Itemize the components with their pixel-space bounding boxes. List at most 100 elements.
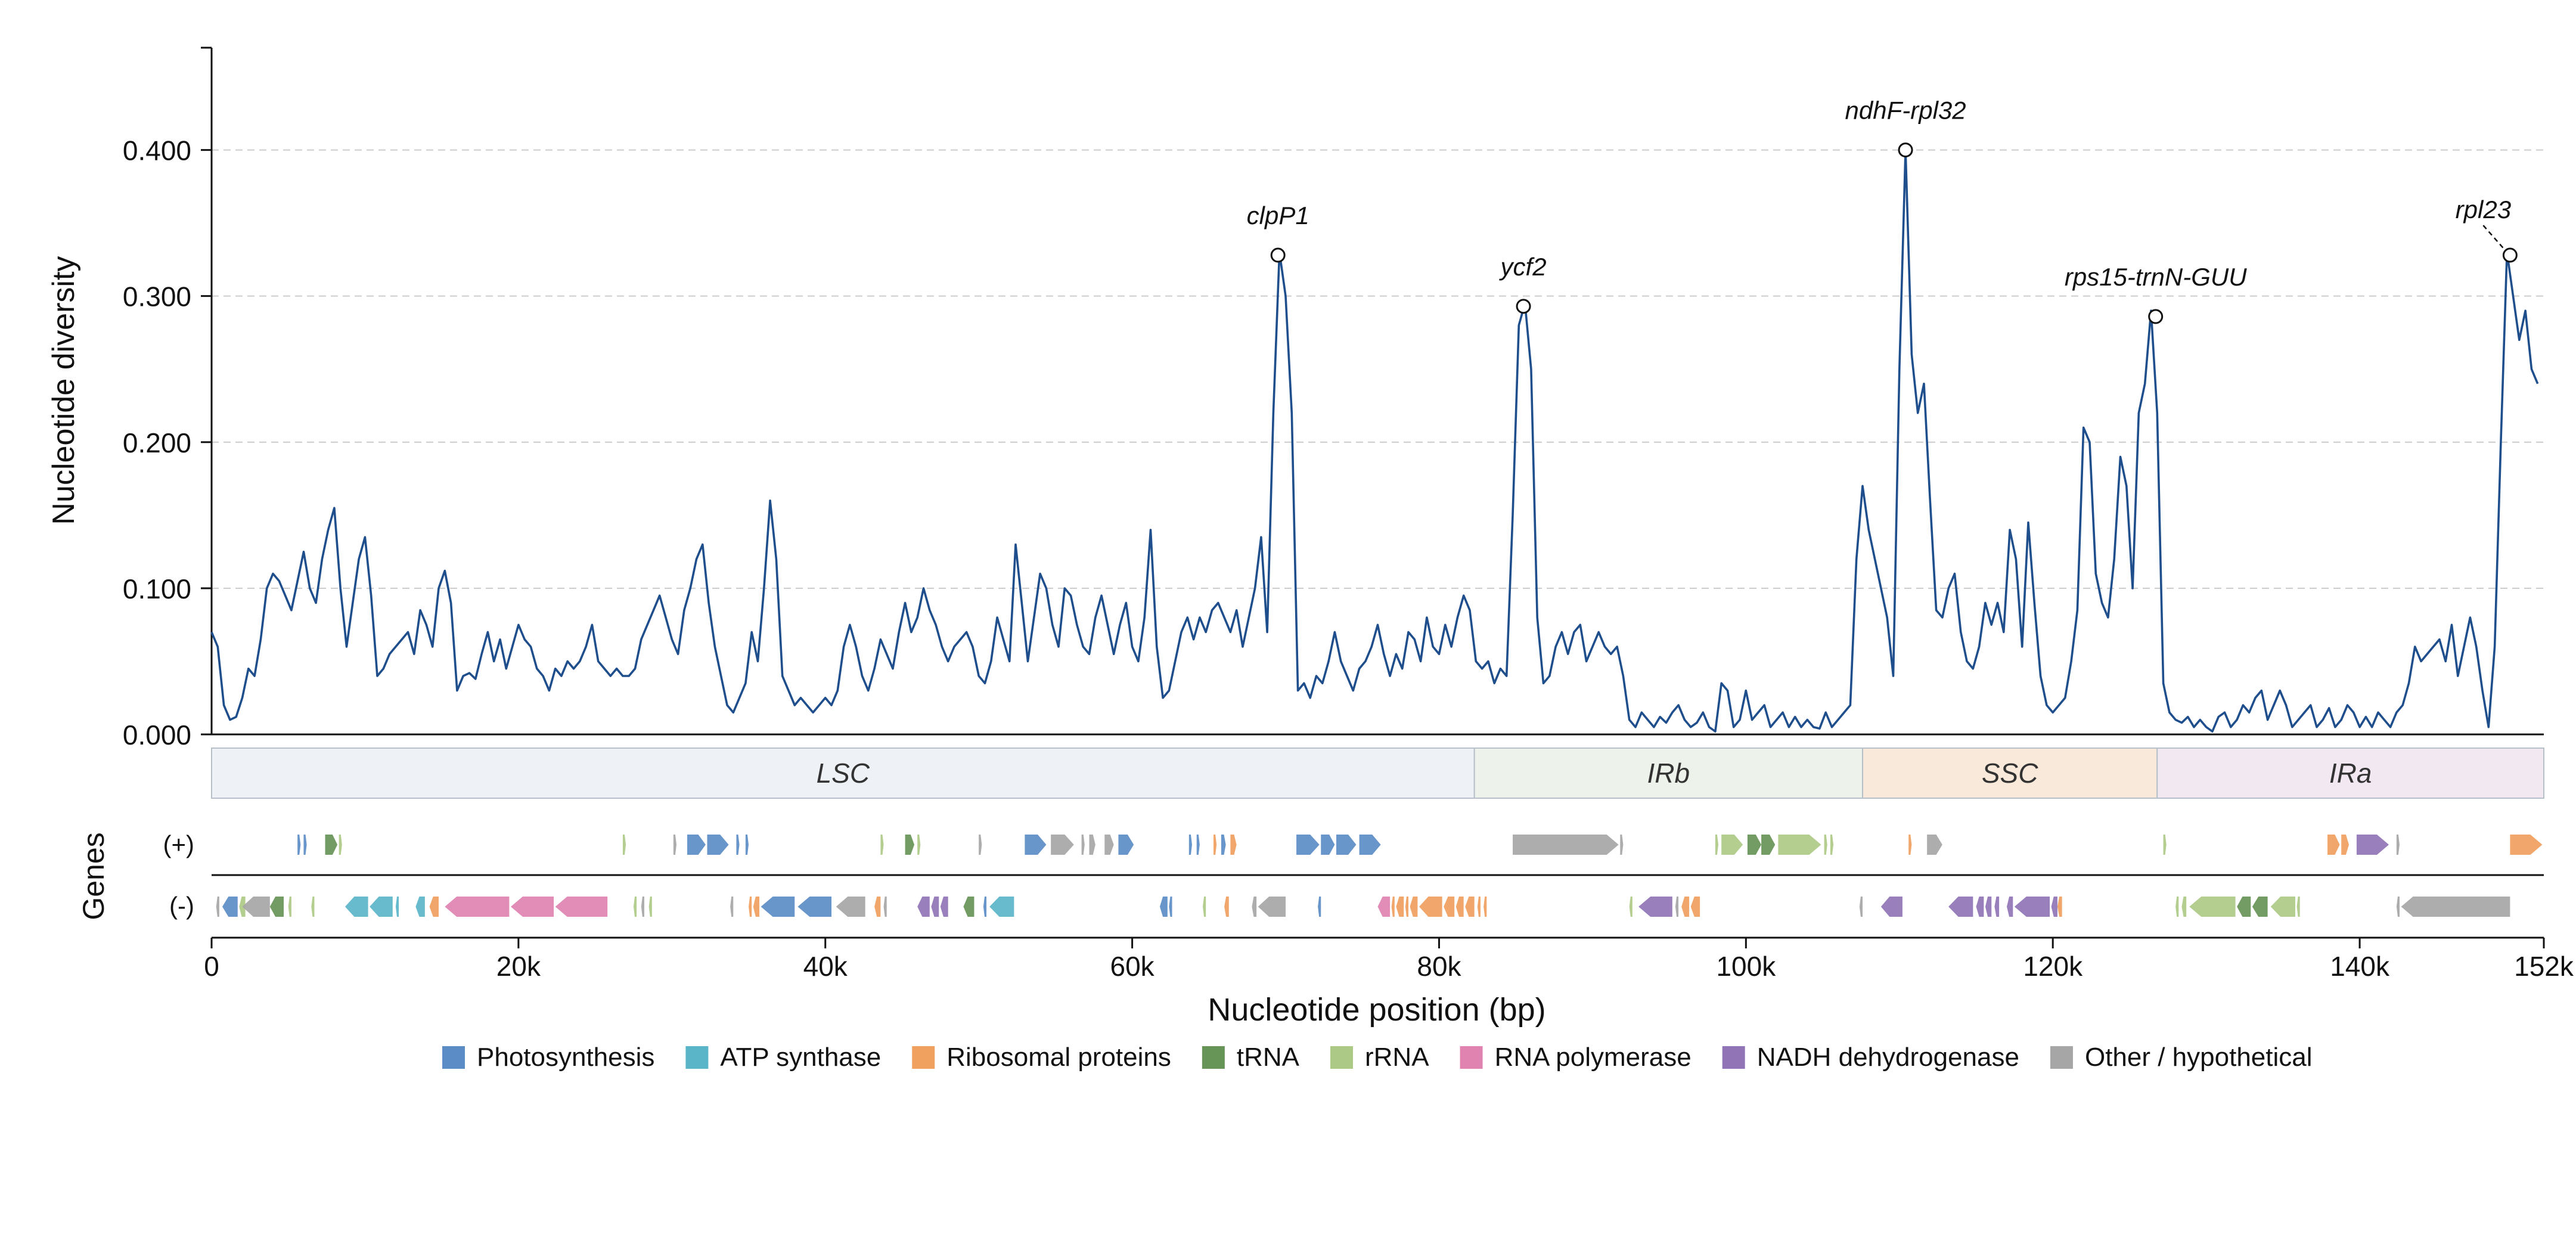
gene-plus-4: [622, 835, 626, 855]
gene-minus-18: [730, 897, 734, 917]
gene-minus-51: [1638, 897, 1672, 917]
x-tick-label: 100k: [1716, 951, 1776, 982]
gene-minus-10: [415, 897, 425, 917]
gene-minus-11: [429, 897, 439, 917]
legend-label: Ribosomal proteins: [946, 1043, 1171, 1072]
y-tick-label: 0.300: [123, 281, 191, 312]
gene-minus-36: [1252, 897, 1257, 917]
gene-minus-59: [1985, 897, 1992, 917]
y-axis-label: Nucleotide diversity: [46, 256, 81, 525]
gene-minus-24: [874, 897, 881, 917]
gene-plus-25: [1296, 835, 1320, 855]
gene-plus-10: [880, 835, 884, 855]
diversity-line-layer: [210, 148, 2539, 733]
gene-plus-42: [2341, 835, 2350, 855]
peak-label: ndhF-rpl32: [1845, 97, 1966, 125]
gene-minus-70: [2270, 897, 2295, 917]
region-label: SSC: [1982, 758, 2038, 789]
gene-minus-37: [1258, 897, 1286, 917]
region-band: [211, 748, 1475, 799]
gene-plus-30: [1620, 835, 1624, 855]
x-tick-label: 152k: [2514, 951, 2574, 982]
legend-label: Photosynthesis: [477, 1043, 654, 1072]
gene-minus-41: [1396, 897, 1404, 917]
region-band: [2156, 748, 2545, 799]
peak-marker: [1516, 299, 1531, 314]
axes: 0.000 0.100 0.200 0.300 0.400 0 20k 40k 60k 80k 10…: [123, 46, 2574, 982]
peak-label: clpP1: [1247, 201, 1309, 229]
gene-minus-39: [1377, 897, 1391, 917]
gene-minus-38: [1318, 897, 1321, 917]
gene-minus-65: [2175, 897, 2179, 917]
gene-minus-15: [633, 897, 637, 917]
gene-minus-35: [1224, 897, 1229, 917]
gene-plus-19: [1118, 835, 1134, 855]
gene-minus-53: [1681, 897, 1690, 917]
gene-plus-0: [297, 835, 301, 855]
y-tick-label: 0.400: [123, 135, 191, 166]
gene-minus-60: [1994, 897, 2000, 917]
x-tick-label: 60k: [1110, 951, 1155, 982]
gene-minus-73: [2401, 897, 2510, 917]
gene-plus-32: [1721, 835, 1743, 855]
gene-minus-42: [1405, 897, 1408, 917]
gene-minus-52: [1675, 897, 1679, 917]
gene-plus-35: [1778, 835, 1821, 855]
gene-plus-20: [1188, 835, 1193, 855]
gene-minus-58: [1976, 897, 1984, 917]
gene-minus-0: [216, 897, 219, 917]
legend-label: ATP synthase: [720, 1043, 881, 1072]
gene-plus-1: [303, 835, 307, 855]
gene-minus-3: [242, 897, 270, 917]
gene-plus-3: [339, 835, 342, 855]
legend-label: RNA polymerase: [1495, 1043, 1692, 1072]
gene-minus-8: [370, 897, 393, 917]
region-label: IRa: [2329, 758, 2372, 789]
gene-plus-16: [1081, 835, 1085, 855]
peak-label: ycf2: [1499, 253, 1547, 281]
gene-plus-27: [1336, 835, 1357, 855]
legend-swatch: [685, 1046, 709, 1069]
minus-strand-label: (-): [169, 892, 194, 920]
peak-marker: [1898, 142, 1913, 158]
gene-minus-27: [931, 897, 939, 917]
gene-plus-23: [1221, 835, 1226, 855]
gene-plus-37: [1830, 835, 1834, 855]
gene-minus-66: [2181, 897, 2187, 917]
gene-minus-1: [222, 897, 238, 917]
y-tick-label: 0.100: [123, 573, 191, 604]
genes-track-label: Genes: [77, 832, 110, 920]
legend-swatch: [912, 1046, 935, 1069]
legend-swatch: [2050, 1046, 2073, 1069]
x-tick-label: 0: [204, 951, 219, 982]
legend: Photosynthesis ATP synthase Ribosomal prot…: [442, 1043, 2313, 1072]
gene-minus-22: [797, 897, 832, 917]
gene-minus-28: [940, 897, 948, 917]
gene-plus-5: [673, 835, 677, 855]
region-label: IRb: [1647, 758, 1690, 789]
gene-minus-12: [445, 897, 510, 917]
gene-plus-29: [1513, 835, 1619, 855]
gene-minus-71: [2296, 897, 2300, 917]
gene-plus-24: [1230, 835, 1237, 855]
gene-minus-14: [555, 897, 608, 917]
gene-minus-7: [344, 897, 368, 917]
gene-minus-67: [2189, 897, 2236, 917]
region-label: LSC: [817, 758, 870, 789]
gene-minus-20: [753, 897, 760, 917]
peak-marker: [1270, 247, 1286, 263]
gene-minus-31: [989, 897, 1014, 917]
legend-swatch: [1202, 1046, 1225, 1069]
peak-annotations: clpP1 ycf2 ndhF-rpl32 rps15-trnN-GUU rpl23: [1247, 97, 2518, 324]
y-tick-label: 0.000: [123, 719, 191, 750]
gene-plus-22: [1213, 835, 1217, 855]
gene-plus-33: [1747, 835, 1762, 855]
peak-marker: [2502, 247, 2518, 263]
gene-plus-14: [1025, 835, 1047, 855]
gene-plus-17: [1089, 835, 1095, 855]
x-tick-label: 140k: [2330, 951, 2390, 982]
gene-plus-12: [917, 835, 921, 855]
gene-minus-30: [983, 897, 987, 917]
gene-minus-49: [1483, 897, 1487, 917]
gene-plus-7: [707, 835, 729, 855]
